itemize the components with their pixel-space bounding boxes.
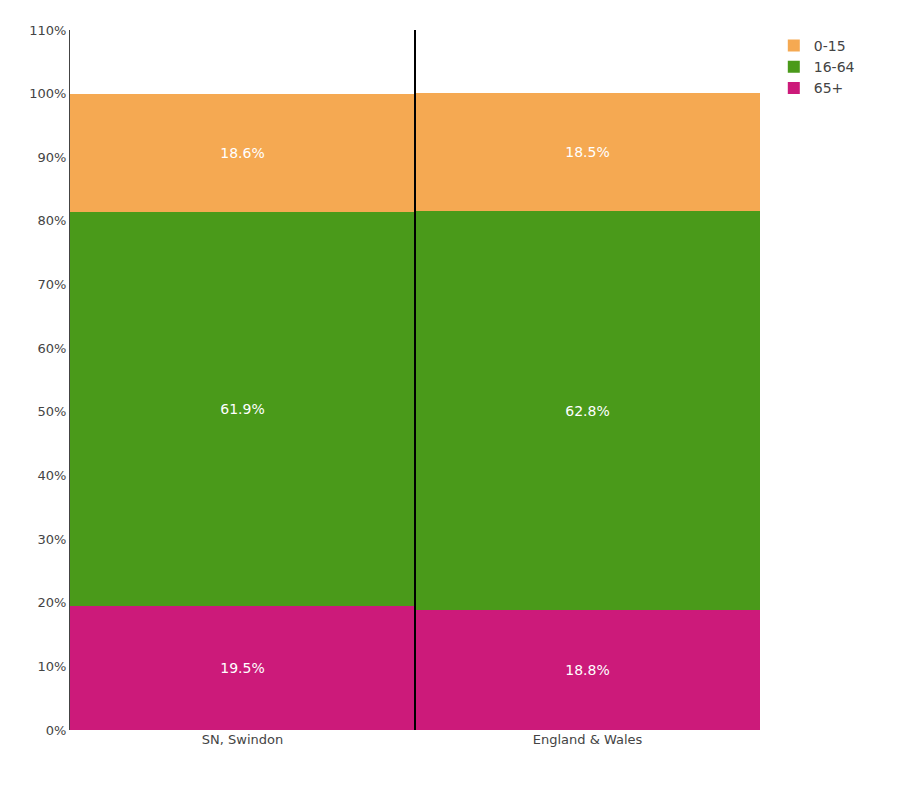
svg-text:20%: 20% <box>37 595 66 610</box>
svg-text:61.9%: 61.9% <box>220 401 264 417</box>
svg-text:30%: 30% <box>37 532 66 547</box>
svg-text:60%: 60% <box>37 341 66 356</box>
svg-text:110%: 110% <box>29 23 66 38</box>
svg-text:62.8%: 62.8% <box>565 403 609 419</box>
svg-text:10%: 10% <box>37 659 66 674</box>
svg-text:0%: 0% <box>46 723 67 738</box>
svg-text:70%: 70% <box>37 277 66 292</box>
svg-text:0-15: 0-15 <box>814 38 846 54</box>
svg-text:50%: 50% <box>37 404 66 419</box>
svg-text:100%: 100% <box>29 86 66 101</box>
svg-text:18.8%: 18.8% <box>565 662 609 678</box>
svg-text:65+: 65+ <box>814 80 844 96</box>
svg-text:16-64: 16-64 <box>814 59 855 75</box>
svg-text:SN, Swindon: SN, Swindon <box>202 732 283 747</box>
svg-text:18.6%: 18.6% <box>220 145 264 161</box>
svg-text:England & Wales: England & Wales <box>533 732 643 747</box>
svg-text:80%: 80% <box>37 213 66 228</box>
svg-text:90%: 90% <box>37 150 66 165</box>
svg-text:19.5%: 19.5% <box>220 660 264 676</box>
svg-text:18.5%: 18.5% <box>565 144 609 160</box>
svg-text:40%: 40% <box>37 468 66 483</box>
